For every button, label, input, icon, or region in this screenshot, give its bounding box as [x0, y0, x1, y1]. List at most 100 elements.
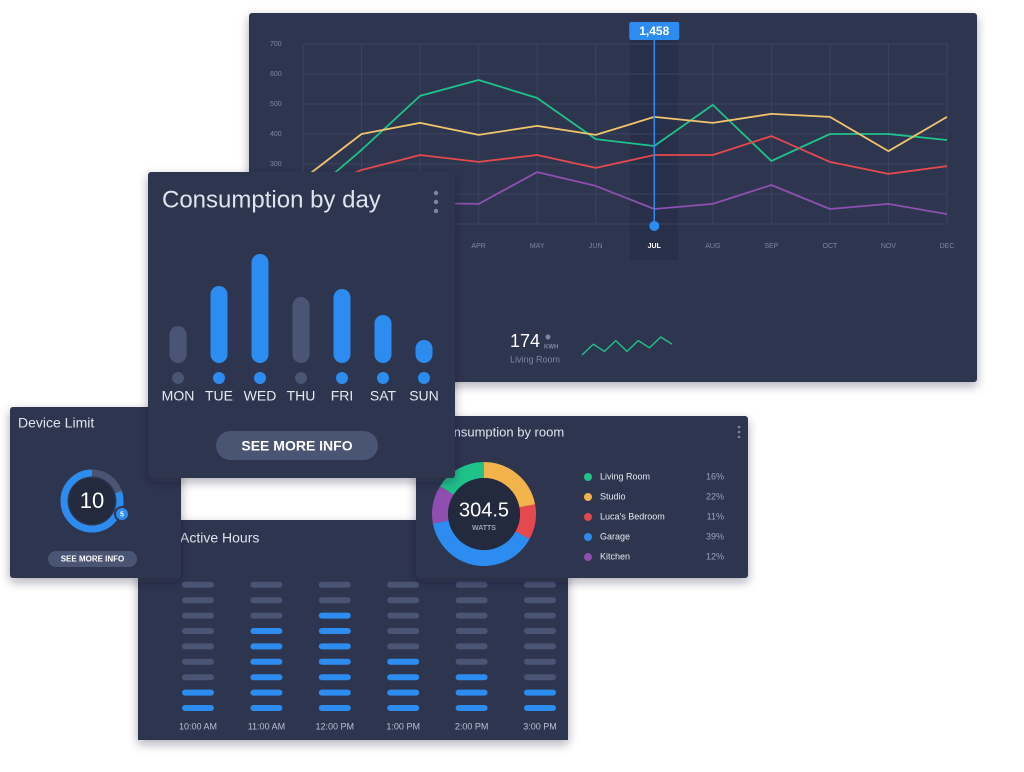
- active-pill: [250, 643, 283, 650]
- active-pill: [455, 689, 488, 696]
- bar: [374, 315, 392, 363]
- pill-slot: [182, 581, 214, 588]
- bar-dot: [377, 372, 389, 384]
- pill-slot: [318, 581, 351, 588]
- bar: [251, 254, 269, 363]
- button-label[interactable]: SEE MORE INFO: [61, 555, 125, 564]
- active-pill: [182, 705, 214, 711]
- x-tick-label: APR: [471, 243, 485, 250]
- value-label: 12%: [706, 551, 724, 561]
- pill-slot: [524, 658, 556, 665]
- active-pill: [318, 628, 351, 634]
- device-card: Device Limit 10 5 SEE MORE INFO: [10, 407, 181, 578]
- gauge-inner: [69, 478, 115, 524]
- active-pill: [318, 658, 351, 665]
- menu-dot[interactable]: [433, 199, 439, 205]
- menu-dot[interactable]: [737, 430, 741, 434]
- value-label: 11%: [707, 511, 724, 521]
- pill-slot: [318, 597, 351, 604]
- highlight-dot: [649, 221, 660, 231]
- active-pill: [524, 689, 556, 696]
- value-label: 22%: [706, 491, 724, 501]
- bar-dot: [254, 372, 266, 384]
- summary-unit: KWH: [544, 345, 558, 351]
- gauge-value: 10: [80, 488, 104, 513]
- active-pill: [318, 612, 351, 619]
- value-label: 39%: [706, 531, 724, 541]
- bar-dot: [213, 372, 225, 384]
- value-label: 16%: [706, 471, 724, 481]
- active-pill: [250, 689, 283, 696]
- card-title: Active Hours: [180, 530, 259, 546]
- legend-dot: [584, 553, 592, 561]
- series-line: [302, 79, 948, 201]
- card-title: Consumption by room: [437, 424, 564, 439]
- donut-unit: WATTS: [472, 525, 496, 532]
- active-pill: [387, 658, 420, 665]
- highlight-label: 1,458: [639, 24, 669, 38]
- x-tick-label: DEC: [940, 243, 955, 250]
- x-tick-label: 11:00 AM: [248, 721, 285, 731]
- active-pill: [250, 628, 283, 634]
- x-tick-label: TUE: [205, 388, 233, 404]
- legend-label: Kitchen: [600, 551, 630, 561]
- x-tick-label: OCT: [823, 243, 839, 250]
- gauge-arc: [60, 469, 124, 533]
- pill-slot: [182, 658, 214, 665]
- button[interactable]: [48, 551, 137, 567]
- pill-slot: [250, 597, 283, 604]
- series-line: [302, 135, 948, 195]
- x-tick-label: WED: [244, 388, 277, 404]
- summary-value: 174: [510, 331, 540, 351]
- x-tick-label: SEP: [764, 243, 778, 250]
- card-title: Device Limit: [18, 415, 94, 431]
- bar-dot: [418, 372, 430, 384]
- bar: [415, 340, 433, 363]
- pill-slot: [387, 581, 420, 588]
- legend-label: Garage: [600, 531, 630, 541]
- x-tick-label: 2:00 PM: [455, 721, 489, 731]
- menu-dot[interactable]: [737, 425, 741, 429]
- menu-dot[interactable]: [433, 208, 439, 214]
- pill-slot: [524, 612, 556, 619]
- x-tick-label: 10:00 AM: [179, 721, 217, 731]
- legend-dot: [584, 533, 592, 541]
- menu-dot[interactable]: [737, 435, 741, 439]
- pill-slot: [455, 612, 488, 619]
- x-tick-label: SUN: [409, 388, 439, 404]
- x-tick-label: SAT: [370, 388, 397, 404]
- donut-segment: [432, 462, 536, 566]
- bar: [292, 297, 310, 363]
- card-title: Consumption by day: [162, 186, 381, 213]
- bar-dot: [295, 372, 307, 384]
- pill-slot: [387, 643, 420, 650]
- active-pill: [250, 658, 283, 665]
- x-tick-label: 3:00 PM: [523, 721, 557, 731]
- button[interactable]: [216, 431, 378, 460]
- menu-dot[interactable]: [433, 190, 439, 196]
- pill-slot: [182, 674, 214, 681]
- active-pill: [455, 705, 488, 711]
- y-tick-label: 700: [270, 41, 282, 48]
- pill-slot: [455, 643, 488, 650]
- pill-slot: [524, 581, 556, 588]
- pill-slot: [182, 628, 214, 634]
- y-tick-label: 300: [270, 161, 282, 168]
- active-pill: [387, 705, 420, 711]
- button-label[interactable]: SEE MORE INFO: [241, 438, 352, 454]
- legend-dot: [584, 473, 592, 481]
- donut-inner: [448, 478, 520, 550]
- y-tick-label: 400: [270, 131, 282, 138]
- pill-slot: [455, 658, 488, 665]
- pill-slot: [182, 597, 214, 604]
- bar-dot: [336, 372, 348, 384]
- active-pill: [318, 705, 351, 711]
- active-pill: [250, 674, 283, 681]
- day-card: Consumption by day MON TUE WED THU FRI SAT SUN S…: [148, 172, 455, 478]
- x-tick-label: THU: [287, 388, 316, 404]
- pill-slot: [524, 597, 556, 604]
- pill-slot: [455, 597, 488, 604]
- room-card: Consumption by room Living Room 16% Studio 2…: [416, 416, 748, 578]
- x-tick-label: MON: [162, 388, 195, 404]
